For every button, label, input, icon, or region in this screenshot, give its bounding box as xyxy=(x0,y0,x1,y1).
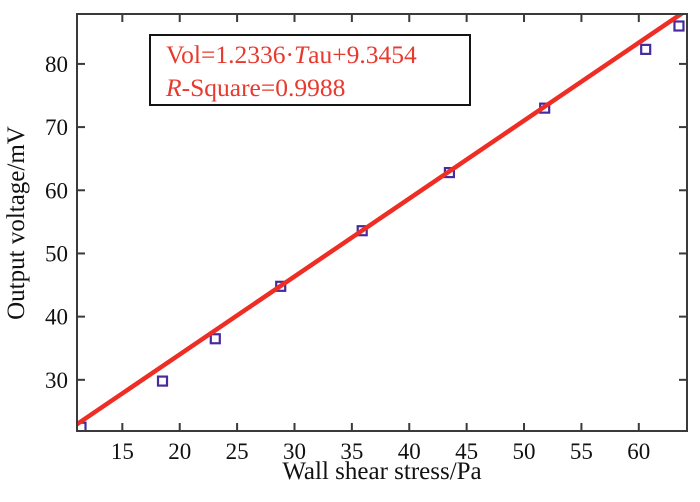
x-axis-label: Wall shear stress/Pa xyxy=(282,458,482,485)
x-tick-label: 50 xyxy=(513,439,536,464)
y-tick-label: 60 xyxy=(45,178,68,203)
fit-equation-annotation: Vol=1.2336·Tau+9.3454 R-Square=0.9988 xyxy=(149,34,471,106)
data-point-marker xyxy=(156,375,169,387)
fit-line xyxy=(77,14,686,427)
x-tick-label: 25 xyxy=(226,439,249,464)
x-tick-label: 45 xyxy=(455,439,478,464)
y-tick-label: 30 xyxy=(45,368,68,393)
x-tick-label: 35 xyxy=(340,439,363,464)
x-tick-label: 55 xyxy=(570,439,593,464)
x-tick-label: 15 xyxy=(111,439,134,464)
r-square-text: R-Square=0.9988 xyxy=(166,73,346,102)
y-tick-label: 70 xyxy=(45,115,68,140)
x-tick-label: 20 xyxy=(168,439,191,464)
plot-border xyxy=(76,13,688,432)
x-tick-label: 30 xyxy=(283,439,306,464)
x-tick-label: 60 xyxy=(627,439,650,464)
x-tick-label: 40 xyxy=(398,439,421,464)
y-axis-label: Output voltage/mV xyxy=(3,126,30,320)
y-tick-label: 50 xyxy=(45,241,68,266)
data-point-marker xyxy=(673,20,685,32)
equation-text: Vol=1.2336·Tau+9.3454 xyxy=(166,40,417,69)
y-tick-label: 80 xyxy=(45,52,68,77)
y-tick-label: 40 xyxy=(45,305,68,330)
data-point-marker xyxy=(209,333,221,345)
data-point-marker xyxy=(640,43,652,55)
